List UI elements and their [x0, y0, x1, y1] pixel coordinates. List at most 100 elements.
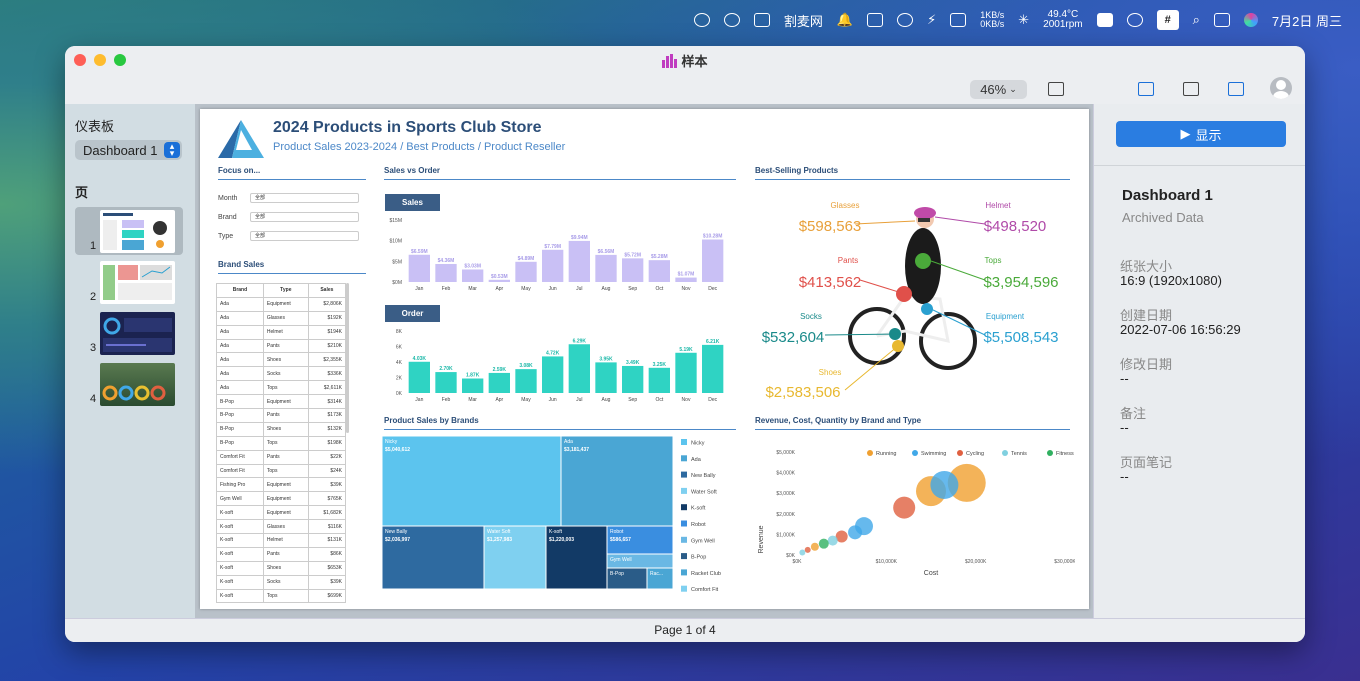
x-tick-label: Feb — [442, 397, 451, 403]
search-icon[interactable]: ⌕ — [1192, 12, 1200, 27]
table-row[interactable]: Ada Helmet $194K — [216, 324, 347, 340]
network-speed[interactable]: 1KB/s 0KB/s — [980, 10, 1004, 30]
top-panel-toggle-icon[interactable] — [1183, 82, 1199, 96]
avatar[interactable] — [1270, 77, 1292, 99]
table-row[interactable]: Ada Shoes $2,355K — [216, 352, 347, 368]
y-tick-label: 4K — [396, 360, 403, 366]
show-button[interactable]: ▶ 显示 — [1116, 121, 1286, 147]
treemap-value: $586,657 — [610, 537, 631, 543]
cloud-icon[interactable] — [723, 10, 740, 30]
x-tick-label: Aug — [602, 286, 611, 292]
table-row[interactable]: Ada Glasses $192K — [216, 310, 347, 326]
left-sidebar-toggle-icon[interactable] — [1138, 82, 1154, 96]
app-logo-icon — [662, 53, 678, 68]
filter-value: 全部 — [255, 195, 266, 201]
table-row[interactable]: Ada Tops $2,611K — [216, 380, 347, 396]
table-row[interactable]: B-Pop Pants $173K — [216, 408, 347, 423]
dashboard-name: Dashboard 1 — [1122, 187, 1213, 204]
bar — [702, 344, 724, 393]
table-row[interactable]: K-soft Socks $39K — [216, 574, 347, 590]
bar — [595, 362, 617, 393]
table-row[interactable]: Ada Pants $210K — [216, 338, 347, 354]
filter-label: Month — [218, 195, 238, 202]
data-label: $5.72M — [624, 252, 641, 258]
table-row[interactable]: K-soft Tops $699K — [216, 588, 347, 604]
table-row[interactable]: B-Pop Shoes $132K — [216, 421, 347, 437]
table-row[interactable]: Gym Well Equipment $765K — [216, 491, 347, 507]
bolt-icon[interactable]: ⚡ — [927, 12, 937, 27]
bar — [408, 254, 430, 282]
wechat-icon[interactable] — [897, 10, 914, 30]
table-cell: Ada — [216, 366, 264, 382]
page-thumb-1[interactable]: 1 — [75, 207, 183, 255]
month-filter-select[interactable]: 全部 — [250, 193, 359, 203]
leader-line — [844, 345, 899, 391]
table-row[interactable]: Comfort Fit Pants $22K — [216, 449, 347, 465]
table-row[interactable]: B-Pop Equipment $314K — [216, 394, 347, 410]
x-tick-label: $10,000K — [876, 559, 898, 565]
table-cell: Equipment — [262, 477, 309, 493]
sync-icon[interactable] — [1126, 10, 1143, 30]
present-icon[interactable] — [1048, 82, 1064, 96]
fan-speed: 2001rpm — [1043, 19, 1083, 30]
paper-size-label: 纸张大小 — [1120, 259, 1173, 274]
hash-icon[interactable]: # — [1156, 10, 1179, 30]
bar — [488, 372, 510, 393]
page-thumb-2[interactable]: 2 — [75, 258, 183, 306]
page-thumb-3[interactable]: 3 — [75, 309, 183, 357]
table-row[interactable]: Comfort Fit Tops $24K — [216, 463, 347, 479]
bar — [675, 352, 697, 393]
legend-swatch — [681, 487, 687, 494]
zoom-select[interactable]: 46% ⌄ — [970, 80, 1027, 99]
x-tick-label: Sep — [628, 397, 637, 403]
type-filter-select[interactable]: 全部 — [250, 231, 359, 241]
table-row[interactable]: Ada Socks $336K — [216, 366, 347, 382]
monitor-icon[interactable] — [753, 10, 770, 30]
table-cell: Shoes — [262, 560, 309, 576]
y-tick-label: $1,000K — [776, 532, 795, 538]
table-cell: $198K — [307, 435, 347, 451]
cat-icon[interactable] — [693, 10, 710, 30]
dashboard-select[interactable]: Dashboard 1 ▴ ▾ — [75, 140, 182, 160]
treemap-value: $1,220,003 — [549, 537, 574, 543]
page-thumb-4[interactable]: 4 — [75, 360, 183, 408]
siri-icon[interactable] — [1243, 10, 1258, 30]
cat-face-icon[interactable] — [950, 10, 967, 30]
table-scrollbar[interactable] — [346, 283, 349, 433]
dashboard-subtitle: Product Sales 2023-2024 / Best Products … — [273, 141, 566, 153]
table-cell: $116K — [307, 519, 347, 535]
data-label: $0.53M — [491, 274, 508, 280]
minimize-button[interactable] — [94, 54, 106, 66]
page-number: 4 — [90, 393, 97, 405]
table-row[interactable]: K-soft Helmet $131K — [216, 533, 347, 548]
close-button[interactable] — [74, 54, 86, 66]
clock[interactable]: 7月2日 周三 — [1271, 13, 1342, 29]
table-row[interactable]: K-soft Pants $86K — [216, 546, 347, 562]
zoom-button[interactable] — [114, 54, 126, 66]
data-label: 2.70K — [439, 366, 453, 372]
system-stats[interactable]: 49.4°C 2001rpm — [1043, 10, 1082, 30]
menu-app-name[interactable]: 割麦网 — [783, 13, 823, 29]
right-sidebar-toggle-icon[interactable] — [1228, 82, 1244, 96]
table-row[interactable]: K-soft Glasses $116K — [216, 519, 347, 535]
table-row[interactable]: K-soft Equipment $1,682K — [216, 505, 347, 521]
table-row[interactable]: Ada Equipment $2,806K — [216, 296, 347, 312]
product-name-label: Glasses — [831, 201, 860, 210]
control-center-icon[interactable] — [1213, 10, 1230, 30]
bar — [462, 378, 484, 393]
brand-filter-select[interactable]: 全部 — [250, 212, 359, 222]
table-row[interactable]: Fishing Pro Equipment $39K — [216, 477, 347, 493]
best-selling-graphic: Glasses $598,563 Helmet $498,520 Pants $413,5… — [762, 201, 1059, 401]
x-tick-label: $20,000K — [965, 559, 987, 565]
dashboard-page[interactable]: 2024 Products in Sports Club Store Produ… — [200, 109, 1089, 609]
screen-icon[interactable] — [867, 10, 884, 30]
table-row[interactable]: B-Pop Tops $198K — [216, 435, 347, 451]
table-cell: $336K — [307, 366, 347, 382]
table-row[interactable]: K-soft Shoes $653K — [216, 560, 347, 576]
table-cell: K-soft — [216, 588, 264, 604]
photo-icon[interactable] — [1096, 10, 1113, 30]
table-cell: Ada — [216, 352, 264, 368]
bell-icon[interactable]: 🔔 — [836, 12, 854, 27]
fan-icon[interactable]: ✳ — [1018, 12, 1030, 27]
product-value-label: $3,954,596 — [983, 274, 1058, 291]
